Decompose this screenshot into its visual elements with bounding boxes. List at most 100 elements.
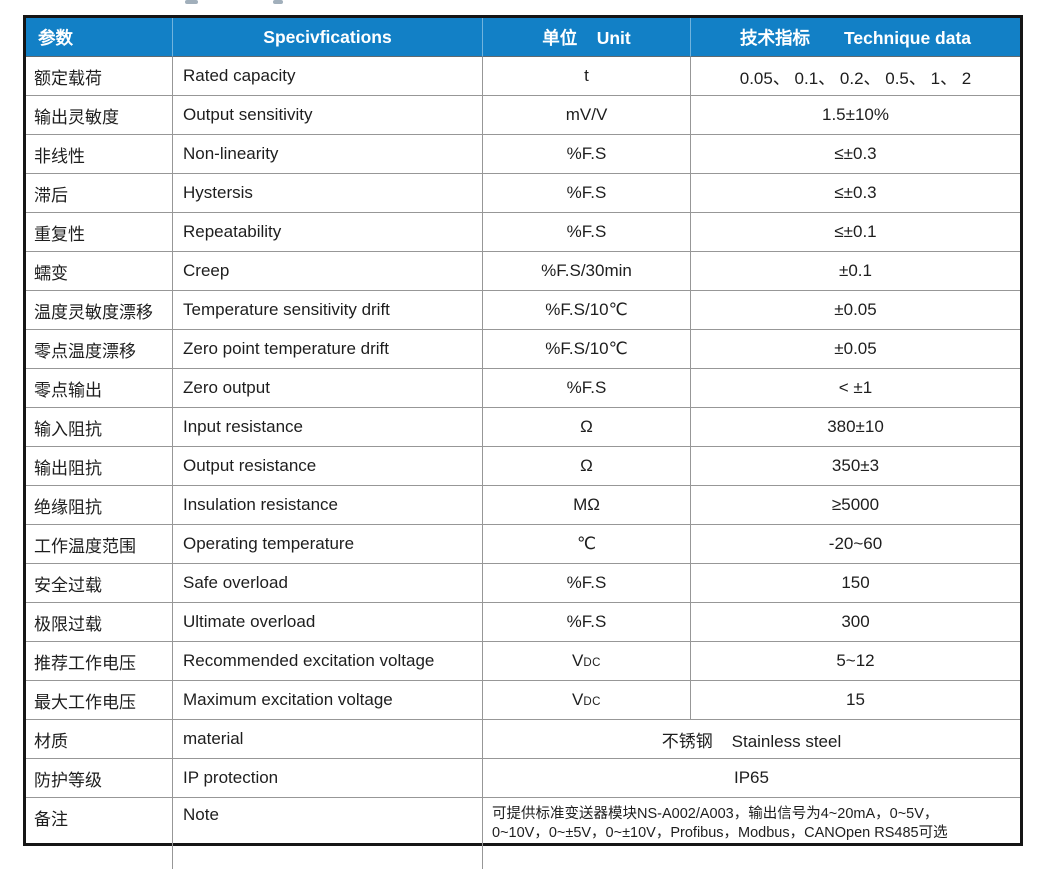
value-cell: ±0.05 [691, 330, 1020, 369]
spec-row: 滞后 Hystersis %F.S ≤±0.3 [26, 174, 1020, 213]
unit-cell: %F.S/30min [483, 252, 691, 291]
parameter-en-cell: Non-linearity [173, 135, 483, 174]
parameter-cn-cell: 推荐工作电压 [26, 642, 173, 681]
unit-cell: %F.S [483, 369, 691, 408]
parameter-cn-cell: 蠕变 [26, 252, 173, 291]
value-cell: 5~12 [691, 642, 1020, 681]
header-specifications: Specivfications [173, 18, 483, 57]
parameter-en-cell: Output sensitivity [173, 96, 483, 135]
parameter-cn-cell: 温度灵敏度漂移 [26, 291, 173, 330]
cropped-heading-fragment [273, 0, 283, 4]
value-cell: 300 [691, 603, 1020, 642]
parameter-cn-cell: 重复性 [26, 213, 173, 252]
parameter-cn-cell: 输入阻抗 [26, 408, 173, 447]
spec-row: 重复性 Repeatability %F.S ≤±0.1 [26, 213, 1020, 252]
unit-cell: MΩ [483, 486, 691, 525]
parameter-cn-cell: 材质 [26, 720, 173, 759]
value-cell: < ±1 [691, 369, 1020, 408]
unit-subscript: DC [583, 657, 601, 669]
spec-row: 材质 material 不锈钢 Stainless steel [26, 720, 1020, 759]
parameter-cn-cell: 输出阻抗 [26, 447, 173, 486]
unit-cell: %F.S [483, 135, 691, 174]
specification-table-grid: 参数 Specivfications 单位 Unit 技术指标 Techniqu… [26, 18, 1020, 869]
spec-row: 温度灵敏度漂移 Temperature sensitivity drift %F.S… [26, 291, 1020, 330]
unit-cell: %F.S [483, 174, 691, 213]
value-cell: 0.05、 0.1、 0.2、 0.5、 1、 2 [691, 57, 1020, 96]
parameter-en-cell: Ultimate overload [173, 603, 483, 642]
value-cell: -20~60 [691, 525, 1020, 564]
unit-subscript: DC [583, 696, 601, 708]
header-row: 参数 Specivfications 单位 Unit 技术指标 Techniqu… [26, 18, 1020, 57]
value-cell: ≤±0.1 [691, 213, 1020, 252]
header-technique-data: 技术指标 Technique data [691, 18, 1020, 57]
unit-cell: VDC [483, 642, 691, 681]
spec-row: 工作温度范围 Operating temperature ℃ -20~60 [26, 525, 1020, 564]
spec-table-body: 额定载荷 Rated capacity t 0.05、 0.1、 0.2、 0.5、 … [26, 57, 1020, 869]
unit-cell: ℃ [483, 525, 691, 564]
specification-table: 参数 Specivfications 单位 Unit 技术指标 Techniqu… [23, 15, 1023, 869]
parameter-en-cell: Output resistance [173, 447, 483, 486]
parameter-en-cell: Hystersis [173, 174, 483, 213]
parameter-cn-cell: 非线性 [26, 135, 173, 174]
parameter-cn-cell: 安全过载 [26, 564, 173, 603]
parameter-en-cell: Insulation resistance [173, 486, 483, 525]
parameter-cn-cell: 防护等级 [26, 759, 173, 798]
value-cell: ±0.05 [691, 291, 1020, 330]
parameter-en-cell: Zero point temperature drift [173, 330, 483, 369]
unit-cell: %F.S/10℃ [483, 291, 691, 330]
spec-row: 安全过载 Safe overload %F.S 150 [26, 564, 1020, 603]
parameter-cn-cell: 备注 [26, 798, 173, 869]
parameter-cn-cell: 滞后 [26, 174, 173, 213]
unit-cell: t [483, 57, 691, 96]
merged-value-cell: 不锈钢 Stainless steel [483, 720, 1020, 759]
parameter-en-cell: Input resistance [173, 408, 483, 447]
spec-row: 额定载荷 Rated capacity t 0.05、 0.1、 0.2、 0.5、 … [26, 57, 1020, 96]
spec-row: 输出阻抗 Output resistance Ω 350±3 [26, 447, 1020, 486]
spec-row: 输出灵敏度 Output sensitivity mV/V 1.5±10% [26, 96, 1020, 135]
unit-cell: mV/V [483, 96, 691, 135]
parameter-en-cell: Zero output [173, 369, 483, 408]
parameter-cn-cell: 绝缘阻抗 [26, 486, 173, 525]
merged-value-cell: 可提供标准变送器模块NS-A002/A003，输出信号为4~20mA，0~5V，… [492, 806, 948, 842]
parameter-en-cell: Temperature sensitivity drift [173, 291, 483, 330]
spec-row: 蠕变 Creep %F.S/30min ±0.1 [26, 252, 1020, 291]
spec-row: 最大工作电压 Maximum excitation voltage VDC 15 [26, 681, 1020, 720]
parameter-cn-cell: 极限过载 [26, 603, 173, 642]
unit-cell: %F.S [483, 564, 691, 603]
spec-row: 极限过载 Ultimate overload %F.S 300 [26, 603, 1020, 642]
unit-cell: VDC [483, 681, 691, 720]
value-cell: 1.5±10% [691, 96, 1020, 135]
parameter-cn-cell: 最大工作电压 [26, 681, 173, 720]
parameter-en-cell: IP protection [173, 759, 483, 798]
spec-row: 零点温度漂移 Zero point temperature drift %F.S/1… [26, 330, 1020, 369]
spec-row: 零点输出 Zero output %F.S < ±1 [26, 369, 1020, 408]
unit-cell: Ω [483, 447, 691, 486]
spec-row: 非线性 Non-linearity %F.S ≤±0.3 [26, 135, 1020, 174]
parameter-en-cell: Creep [173, 252, 483, 291]
spec-row: 备注 Note 可提供标准变送器模块NS-A002/A003，输出信号为4~20mA… [26, 798, 1020, 869]
parameter-cn-cell: 输出灵敏度 [26, 96, 173, 135]
value-cell: ≤±0.3 [691, 135, 1020, 174]
unit-cell: %F.S [483, 603, 691, 642]
parameter-en-cell: Safe overload [173, 564, 483, 603]
unit-cell: Ω [483, 408, 691, 447]
parameter-cn-cell: 零点输出 [26, 369, 173, 408]
value-cell: ±0.1 [691, 252, 1020, 291]
cropped-heading-fragment [185, 0, 198, 4]
spec-row: 输入阻抗 Input resistance Ω 380±10 [26, 408, 1020, 447]
value-cell: ≤±0.3 [691, 174, 1020, 213]
value-cell: 15 [691, 681, 1020, 720]
header-unit: 单位 Unit [483, 18, 691, 57]
spec-row: 防护等级 IP protection IP65 [26, 759, 1020, 798]
header-parameter: 参数 [26, 18, 173, 57]
spec-row: 推荐工作电压 Recommended excitation voltage VDC 5… [26, 642, 1020, 681]
unit-cell: %F.S/10℃ [483, 330, 691, 369]
unit-cell: %F.S [483, 213, 691, 252]
parameter-en-cell: Rated capacity [173, 57, 483, 96]
spec-row: 绝缘阻抗 Insulation resistance MΩ ≥5000 [26, 486, 1020, 525]
merged-value-cell: IP65 [483, 759, 1020, 798]
parameter-en-cell: Maximum excitation voltage [173, 681, 483, 720]
parameter-en-cell: Operating temperature [173, 525, 483, 564]
parameter-en-cell: Note [173, 798, 483, 869]
parameter-cn-cell: 额定载荷 [26, 57, 173, 96]
